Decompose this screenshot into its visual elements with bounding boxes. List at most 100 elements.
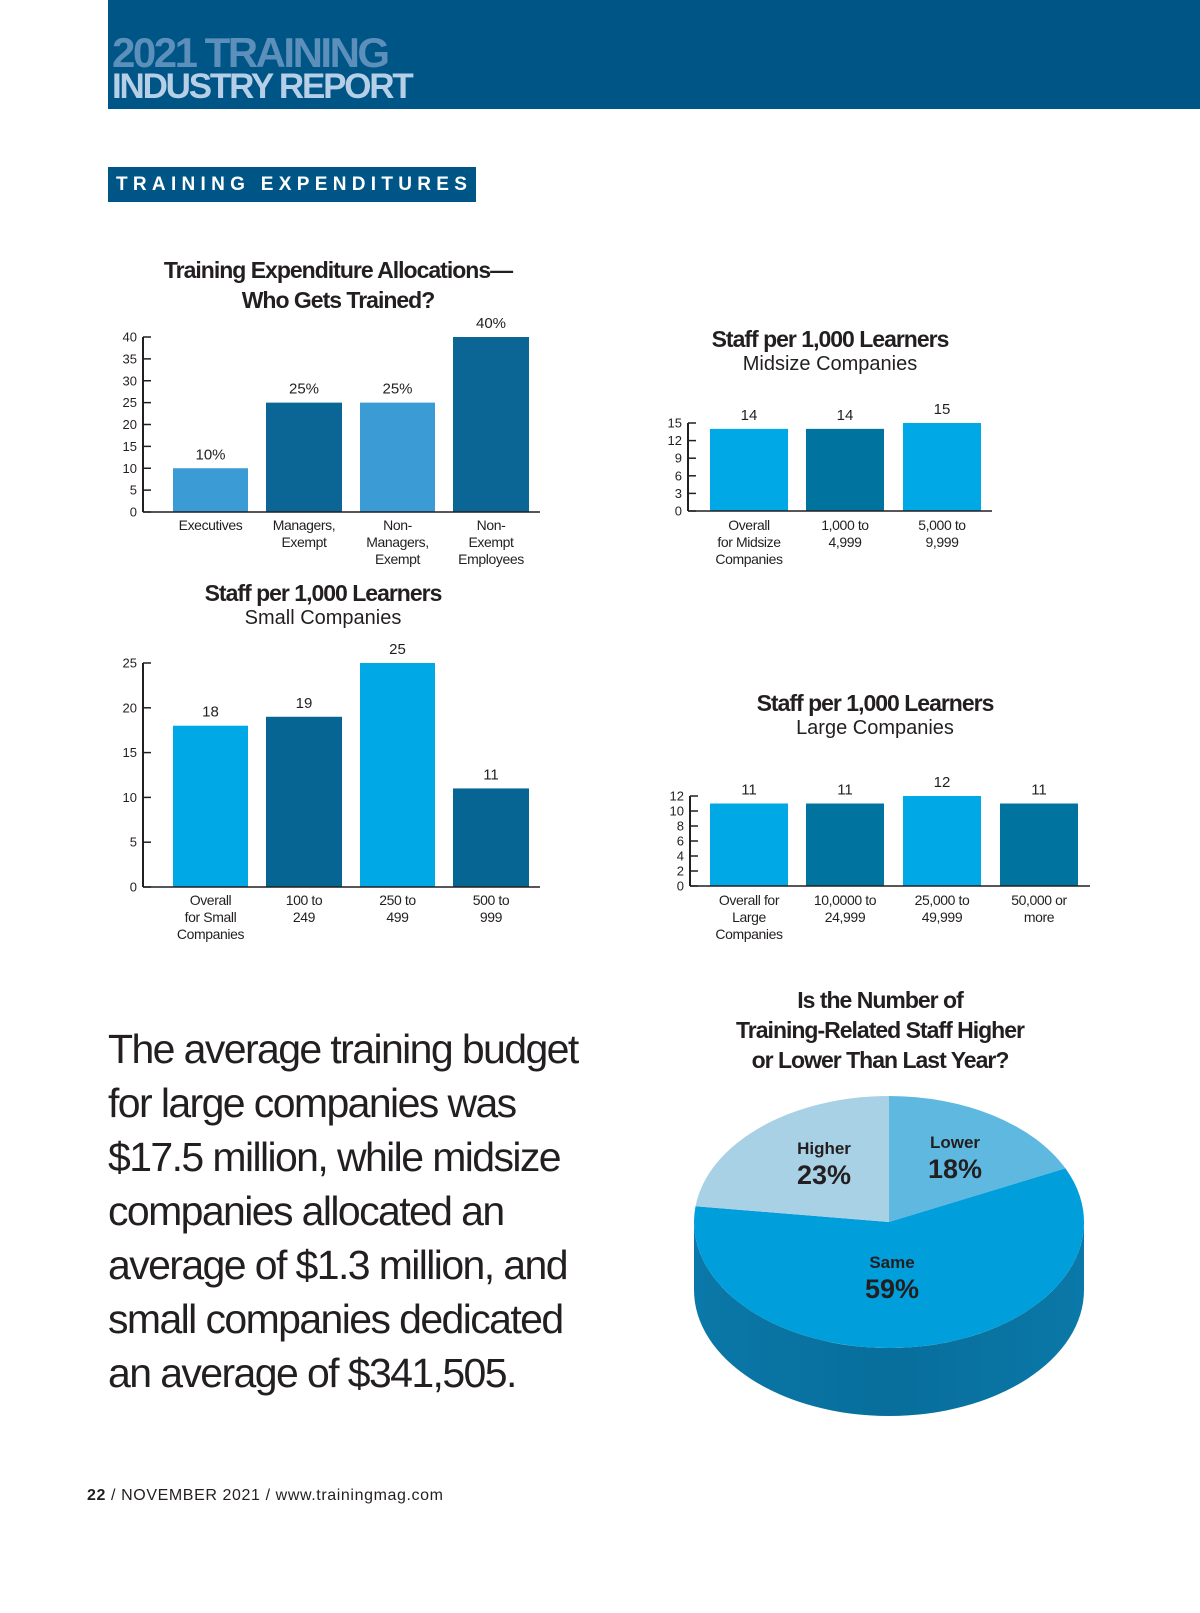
allocations-y-tick-label: 25 bbox=[123, 395, 137, 410]
page-footer: 22 / NOVEMBER 2021 / www.trainingmag.com bbox=[87, 1487, 444, 1505]
pie-side-wall bbox=[694, 1222, 1084, 1416]
allocations-category-label: Exempt bbox=[468, 534, 514, 550]
allocations-value-label: 40% bbox=[476, 315, 506, 332]
large-category-label: Overall for bbox=[719, 892, 780, 908]
pie-slice-higher bbox=[695, 1096, 889, 1222]
pie-slice-value: 18% bbox=[928, 1154, 982, 1184]
large-bar bbox=[806, 803, 884, 886]
large-value-label: 11 bbox=[741, 782, 757, 799]
small-y-tick-label: 25 bbox=[123, 656, 137, 671]
small-category-label: Companies bbox=[177, 926, 245, 942]
allocations-bar bbox=[360, 402, 435, 512]
large-category-label: 10,0000 to bbox=[814, 892, 877, 908]
pie-title-line2: Training-Related Staff Higher bbox=[736, 1017, 1025, 1043]
pie-slice-label: Lower bbox=[930, 1133, 980, 1152]
large-category-label: more bbox=[1024, 909, 1055, 925]
allocations-category-label: Non- bbox=[477, 517, 506, 533]
large-value-label: 11 bbox=[837, 782, 853, 799]
pie-slice-label: Higher bbox=[797, 1139, 851, 1158]
midsize-y-tick-label: 3 bbox=[675, 486, 682, 501]
midsize-category-label: 4,999 bbox=[828, 534, 862, 550]
allocations-bar bbox=[453, 337, 529, 512]
large-category-label: 25,000 to bbox=[915, 892, 970, 908]
small-value-label: 19 bbox=[296, 695, 313, 712]
allocations-y-tick-label: 40 bbox=[123, 330, 137, 345]
small-y-tick-label: 5 bbox=[130, 835, 137, 850]
small-category-label: 999 bbox=[480, 909, 503, 925]
large-y-tick-label: 8 bbox=[677, 819, 684, 834]
midsize-category-label: 9,999 bbox=[925, 534, 959, 550]
large-bar bbox=[1000, 803, 1078, 886]
small-bar bbox=[266, 716, 342, 887]
midsize-y-tick-label: 0 bbox=[675, 504, 682, 519]
page-number: 22 bbox=[87, 1487, 106, 1504]
midsize-category-label: 1,000 to bbox=[821, 517, 869, 533]
allocations-y-tick-label: 0 bbox=[130, 505, 137, 520]
small-value-label: 25 bbox=[389, 641, 406, 658]
allocations-chart-title: Training Expenditure Allocations— Who Ge… bbox=[108, 255, 568, 315]
section-label: TRAINING EXPENDITURES bbox=[108, 167, 476, 202]
large-y-tick-label: 0 bbox=[677, 879, 684, 894]
large-value-label: 11 bbox=[1031, 782, 1047, 799]
allocations-category-label: Exempt bbox=[281, 534, 327, 550]
small-chart-subtitle: Small Companies bbox=[244, 607, 402, 629]
report-title-year: 2021 TRAINING bbox=[112, 29, 390, 76]
large-bar bbox=[710, 803, 788, 886]
midsize-chart-subtitle: Midsize Companies bbox=[742, 353, 918, 375]
midsize-chart-title: Staff per 1,000 Learners bbox=[711, 326, 950, 352]
small-y-tick-label: 20 bbox=[123, 700, 137, 715]
allocations-bar-chart: 10%Executives25%Managers,Exempt25%Non-Ma… bbox=[123, 315, 540, 567]
small-y-tick-label: 15 bbox=[123, 745, 137, 760]
large-bar bbox=[903, 796, 981, 886]
midsize-category-label: Companies bbox=[715, 551, 783, 567]
allocations-title-line2: Who Gets Trained? bbox=[241, 287, 436, 313]
allocations-category-label: Executives bbox=[179, 517, 243, 533]
large-category-label: 50,000 or bbox=[1011, 892, 1067, 908]
small-category-label: 500 to bbox=[473, 892, 510, 908]
small-bar bbox=[173, 725, 248, 887]
small-value-label: 11 bbox=[483, 766, 499, 783]
small-category-label: 100 to bbox=[286, 892, 323, 908]
small-category-label: 499 bbox=[386, 909, 409, 925]
staff-change-pie-chart: Lower 18% Same 59% Higher 23% bbox=[693, 1096, 1084, 1416]
allocations-value-label: 25% bbox=[382, 381, 412, 398]
pie-chart-title: Is the Number of Training-Related Staff … bbox=[680, 985, 1080, 1075]
large-category-label: Companies bbox=[715, 926, 783, 942]
pull-quote-text: The average training budget for large co… bbox=[108, 1026, 579, 1396]
midsize-value-label: 14 bbox=[741, 407, 758, 424]
small-chart-title: Staff per 1,000 Learners bbox=[204, 580, 443, 606]
small-category-label: 250 to bbox=[379, 892, 416, 908]
large-value-label: 12 bbox=[934, 774, 951, 791]
allocations-value-label: 25% bbox=[289, 381, 319, 398]
allocations-y-tick-label: 20 bbox=[123, 417, 137, 432]
pie-slice-value: 59% bbox=[865, 1274, 919, 1304]
large-category-label: 24,999 bbox=[825, 909, 866, 925]
footer-issue-text: / NOVEMBER 2021 / www.trainingmag.com bbox=[106, 1487, 444, 1504]
midsize-bar bbox=[806, 428, 884, 511]
small-value-label: 18 bbox=[202, 704, 219, 721]
large-y-tick-label: 2 bbox=[677, 864, 684, 879]
allocations-title-line1: Training Expenditure Allocations— bbox=[163, 257, 513, 283]
midsize-value-label: 14 bbox=[837, 407, 854, 424]
pie-slice-label: Same bbox=[869, 1253, 914, 1272]
large-y-tick-label: 4 bbox=[677, 849, 684, 864]
midsize-category-label: for Midsize bbox=[717, 534, 781, 550]
midsize-y-tick-label: 6 bbox=[675, 468, 682, 483]
allocations-value-label: 10% bbox=[195, 446, 225, 463]
allocations-y-tick-label: 5 bbox=[130, 483, 137, 498]
allocations-y-tick-label: 10 bbox=[123, 461, 137, 476]
allocations-y-tick-label: 15 bbox=[123, 439, 137, 454]
midsize-y-tick-label: 9 bbox=[675, 451, 682, 466]
report-header-banner: 2021 TRAINING INDUSTRY REPORT bbox=[108, 0, 1200, 109]
midsize-bar bbox=[903, 423, 981, 511]
small-y-tick-label: 10 bbox=[123, 790, 137, 805]
allocations-y-tick-label: 35 bbox=[123, 351, 137, 366]
midsize-category-label: Overall bbox=[728, 517, 770, 533]
allocations-category-label: Employees bbox=[458, 551, 524, 567]
large-category-label: 49,999 bbox=[922, 909, 963, 925]
small-category-label: Overall bbox=[190, 892, 232, 908]
large-chart-subtitle: Large Companies bbox=[796, 717, 954, 739]
